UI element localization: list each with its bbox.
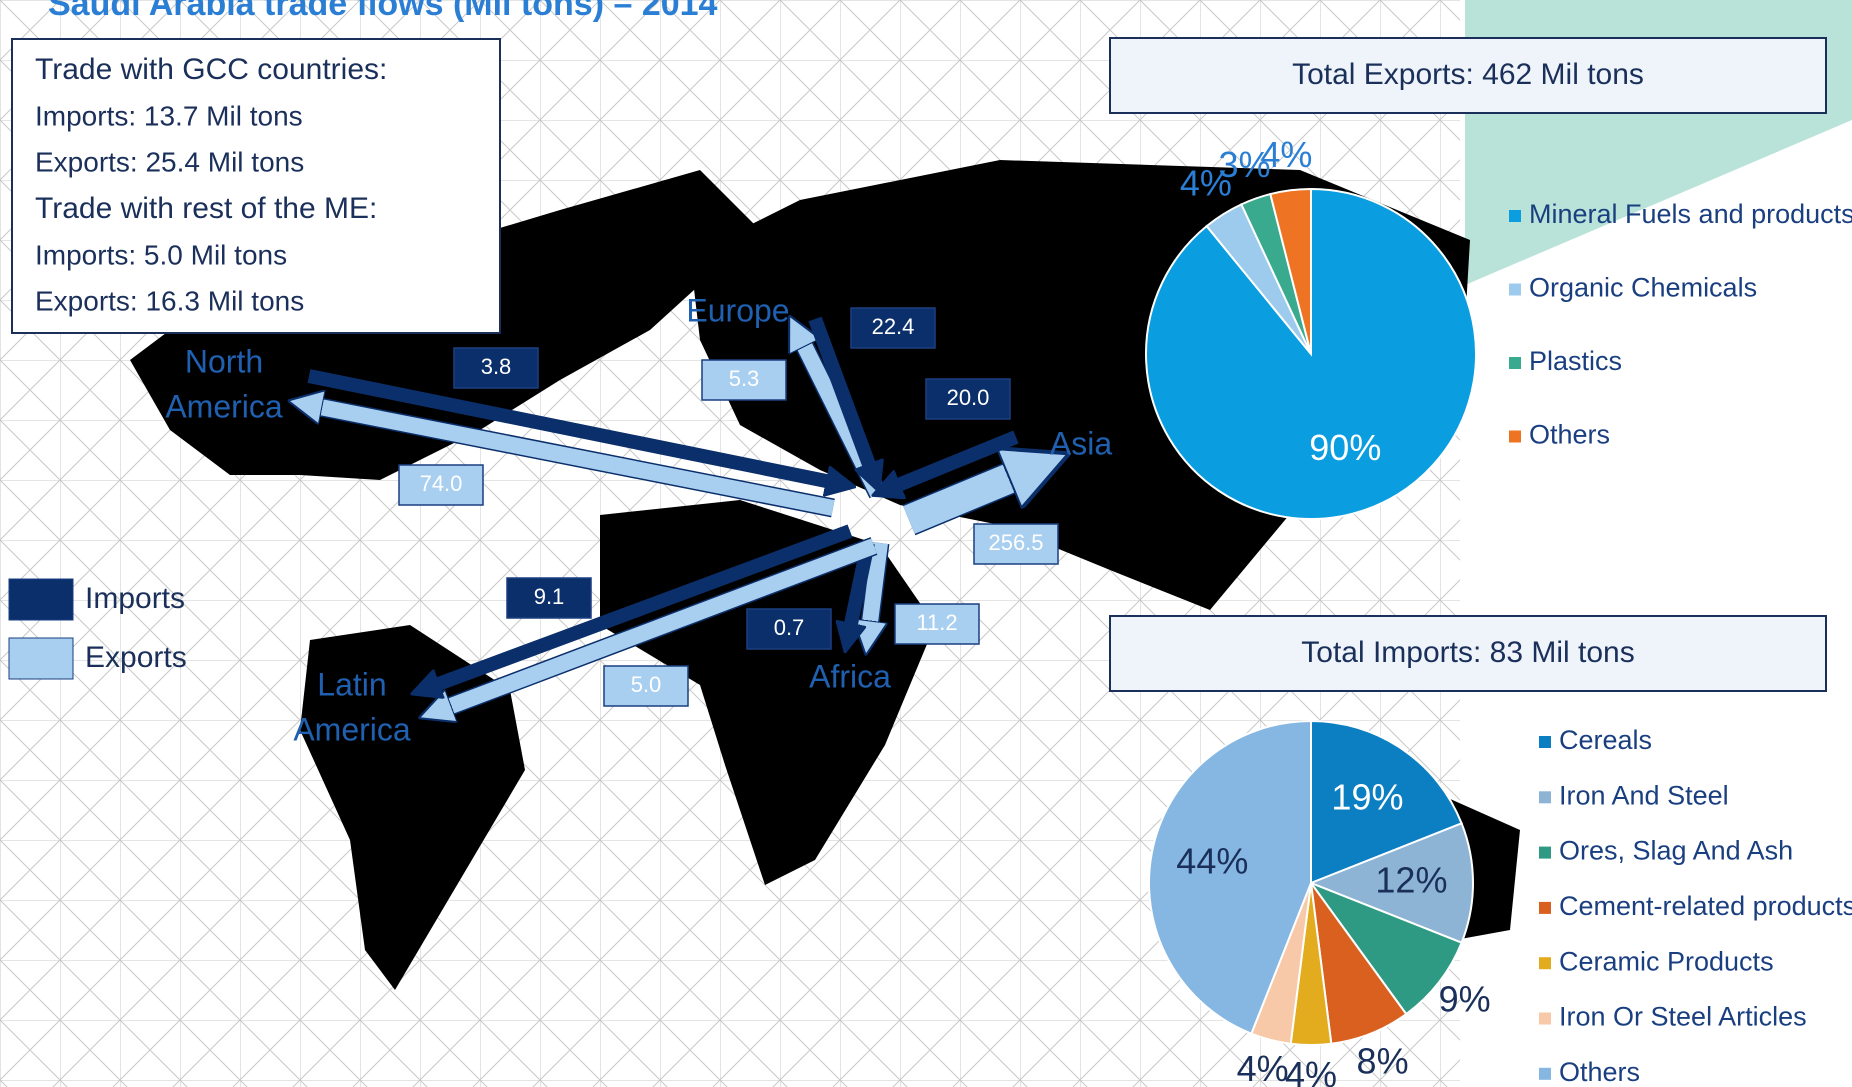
region-label: Africa (809, 658, 891, 694)
export-arrow (305, 404, 835, 516)
legend-label: Cereals (1559, 725, 1652, 755)
legend-label: Iron And Steel (1559, 780, 1729, 810)
flow-label-box (850, 307, 936, 349)
info-line: Imports: 5.0 Mil tons (35, 239, 287, 270)
region-label: North (185, 343, 263, 379)
flow-label-box (894, 603, 980, 645)
legend-swatch (8, 637, 74, 680)
pie-value-label: 4% (1237, 1048, 1289, 1087)
legend-label: Others (1529, 420, 1610, 450)
flow-label-box (603, 665, 689, 707)
legend-swatch (8, 578, 74, 621)
export-arrow (435, 538, 877, 712)
legend-label: Iron Or Steel Articles (1559, 1002, 1807, 1032)
legend-swatch (1539, 957, 1551, 970)
flow-map: 3.8 74.0 North America 22.4 5.3 Europe 20.0 256.… (8, 292, 1112, 747)
flow-label: 0.7 (774, 615, 805, 640)
flow-label: 5.3 (729, 366, 760, 391)
flow-label: 5.0 (631, 672, 662, 697)
legend-label: Imports (85, 582, 185, 615)
pie-value-label: 19% (1331, 776, 1403, 817)
legend-label: Others (1559, 1057, 1640, 1087)
pie-title: Total Imports: 83 Mil tons (1301, 636, 1634, 669)
pie-title-box (1109, 615, 1827, 692)
pie-value-label: 12% (1375, 860, 1447, 901)
legend-label: Mineral Fuels and products (1529, 199, 1852, 229)
pie-value-label: 4% (1285, 1054, 1337, 1087)
pie-value-label: 90% (1309, 427, 1381, 468)
legend-swatch (1539, 1067, 1551, 1080)
pie-title: Total Exports: 462 Mil tons (1292, 58, 1644, 91)
info-heading: Trade with GCC countries: (35, 53, 387, 86)
pie-value-label: 9% (1439, 979, 1491, 1020)
flow-label-box (973, 523, 1059, 565)
pie-value-label: 4% (1260, 134, 1312, 175)
legend-swatch (1509, 357, 1521, 369)
info: Trade with GCC countries: Imports: 13.7 M… (35, 53, 387, 316)
region-label: Asia (1050, 425, 1112, 461)
pie-value-label: 8% (1357, 1040, 1409, 1081)
pie-value-label: 44% (1176, 841, 1248, 882)
flow-label-box (746, 608, 832, 650)
info-line: Exports: 16.3 Mil tons (35, 285, 304, 316)
legend-swatch (1509, 283, 1521, 296)
info-line: Exports: 25.4 Mil tons (35, 146, 304, 177)
export-arrow (868, 541, 888, 638)
flow-label: 74.0 (420, 471, 463, 496)
flow-label: 11.2 (916, 610, 957, 635)
legend-swatch (1539, 736, 1551, 748)
info-line: Imports: 13.7 Mil tons (35, 100, 303, 131)
region-label: Europe (686, 292, 789, 328)
flow-label-box (453, 347, 539, 389)
legend-label: Ores, Slag And Ash (1559, 836, 1793, 866)
pie-slice (1269, 187, 1312, 355)
pie-slice (1308, 880, 1463, 1016)
pie-slice (1310, 719, 1463, 885)
flow-label: 256.5 (988, 530, 1043, 555)
legend-swatch (1539, 791, 1551, 804)
import-arrow (307, 369, 841, 484)
legend-label: Exports (85, 641, 187, 674)
legend-swatch (1539, 1012, 1551, 1025)
pie-value-label: 4% (1180, 163, 1232, 204)
import-arrow (425, 524, 853, 689)
info-heading: Trade with rest of the ME: (35, 192, 377, 225)
export-arrow (903, 466, 1039, 534)
flow-label-box (925, 378, 1011, 420)
pie-title-box (1109, 37, 1827, 114)
pie-value-label: 3% (1219, 144, 1271, 185)
pie-charts: Total Exports: 462 Mil tons 90% Mineral Fu… (1109, 37, 1852, 1087)
flow-label: 22.4 (872, 314, 915, 339)
flow-label-box (701, 359, 787, 401)
pie-slice (1308, 822, 1474, 944)
flow-label-box (398, 464, 484, 506)
legend-swatch (1509, 430, 1521, 443)
legend-swatch (1539, 846, 1551, 859)
info-box (11, 38, 501, 334)
legend-label: Ceramic Products (1559, 946, 1774, 976)
flow-label-box (506, 577, 592, 619)
flow-label: 9.1 (534, 584, 565, 609)
legend-label: Plastics (1529, 346, 1622, 376)
legend-label: Organic Chemicals (1529, 273, 1757, 303)
flow-label: 3.8 (481, 354, 512, 379)
legend-swatch (1539, 901, 1551, 914)
import-arrow (808, 316, 874, 478)
legend-swatch (1509, 210, 1521, 222)
region-label: Latin (317, 666, 386, 702)
title: Saudi Arabia trade flows (Mil tons) – 20… (48, 0, 718, 23)
pie-slice (1148, 719, 1312, 1035)
import-arrow (886, 430, 1019, 490)
region-label: America (293, 711, 411, 747)
flow-label: 20.0 (947, 385, 990, 410)
region-label: America (165, 388, 283, 424)
legend-label: Cement-related products (1559, 891, 1852, 921)
